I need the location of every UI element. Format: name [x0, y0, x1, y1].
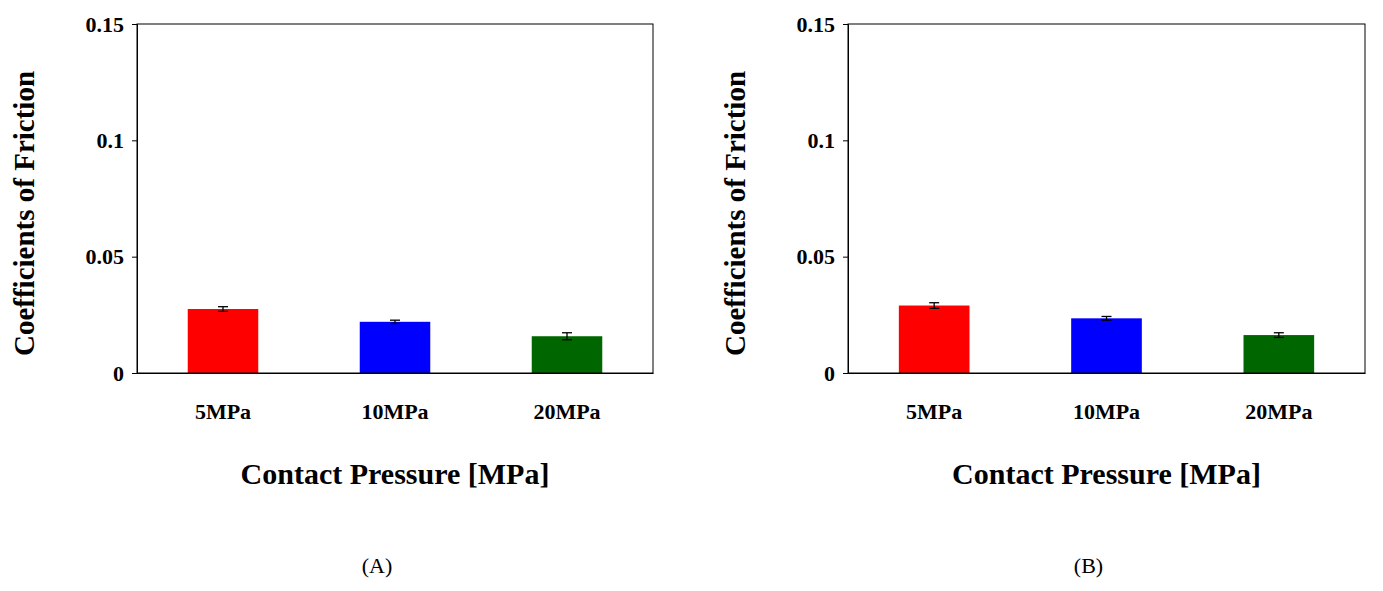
plot-marks: [899, 303, 1314, 373]
bar: [532, 336, 603, 373]
x-axis-line: [849, 373, 1366, 374]
y-tick: 0.05: [797, 244, 849, 269]
x-tick-label: 20MPa: [533, 399, 600, 424]
bar: [1071, 318, 1142, 373]
error-bar-line: [390, 320, 400, 321]
x-axis-line: [138, 373, 654, 374]
y-tick-mark: [843, 24, 848, 25]
bar: [1244, 335, 1315, 373]
x-axis-title: Contact Pressure [MPa]: [241, 457, 550, 490]
x-tick-label: 5MPa: [195, 399, 251, 424]
y-tick: 0.1: [808, 128, 849, 153]
error-bar: [390, 320, 400, 323]
x-tick-label: 10MPa: [361, 399, 428, 424]
y-axis-title: Coefficients of Friction: [8, 71, 40, 356]
y-tick: 0.1: [97, 128, 138, 153]
error-bar: [562, 333, 572, 340]
error-bar-line: [566, 333, 567, 340]
x-tick-label: 20MPa: [1245, 399, 1312, 424]
error-bar-line: [222, 307, 223, 312]
error-bar-line: [1102, 316, 1112, 317]
x-axis-title: Contact Pressure [MPa]: [952, 457, 1261, 490]
plot-frame: [137, 24, 653, 373]
error-bar: [1274, 333, 1284, 338]
y-tick-label: 0.05: [86, 244, 125, 269]
x-axis: 5MPa 10MPa 20MPa: [849, 373, 1366, 424]
y-axis-title: Coefficients of Friction: [719, 71, 751, 356]
x-tick: 10MPa: [1073, 373, 1140, 424]
panel-label: (A): [362, 553, 393, 578]
x-axis: 5MPa 10MPa 20MPa: [138, 373, 654, 424]
x-tick: 20MPa: [533, 373, 600, 424]
y-tick-label: 0: [824, 361, 835, 386]
y-tick: 0: [824, 361, 848, 386]
x-tick-label: 5MPa: [906, 399, 962, 424]
error-bar-line: [218, 306, 228, 307]
error-bar-line: [562, 332, 572, 333]
x-tick: 20MPa: [1245, 373, 1312, 424]
error-bar-line: [934, 303, 935, 309]
bar: [188, 309, 259, 373]
y-tick-label: 0.1: [97, 128, 125, 153]
y-tick-mark: [843, 373, 848, 374]
error-bar-line: [1274, 337, 1284, 338]
y-tick-mark: [843, 140, 848, 141]
y-axis-line: [843, 25, 849, 374]
bar: [899, 306, 970, 373]
y-tick: 0.05: [86, 244, 138, 269]
error-bar-line: [562, 339, 572, 340]
y-axis-line: [132, 25, 138, 374]
y-tick: 0: [113, 361, 137, 386]
bar: [360, 322, 431, 373]
y-tick-mark: [843, 257, 848, 258]
y-tick-mark: [132, 24, 137, 25]
y-tick-mark: [132, 373, 137, 374]
y-tick-label: 0.05: [797, 244, 836, 269]
x-tick: 5MPa: [906, 373, 962, 424]
error-bar-line: [218, 311, 228, 312]
y-tick-label: 0.1: [808, 128, 836, 153]
x-tick: 10MPa: [361, 373, 428, 424]
error-bar-line: [1274, 332, 1284, 333]
error-bar: [1102, 316, 1112, 320]
error-bar-line: [1102, 320, 1112, 321]
y-tick-label: 0.15: [86, 12, 125, 37]
y-tick: 0.15: [86, 12, 138, 37]
chart: 0 0.05 0.1 0.15 5MPa 10MPa 20MPa Contact Pressu…: [8, 12, 654, 578]
y-tick: 0.15: [797, 12, 849, 37]
plot-frame: [848, 24, 1365, 373]
y-axis: 0 0.05 0.1 0.15: [86, 12, 138, 386]
error-bar: [218, 307, 228, 312]
y-tick-mark: [132, 140, 137, 141]
y-tick-label: 0: [113, 361, 124, 386]
error-bar-line: [929, 308, 939, 309]
error-bar-line: [1278, 333, 1279, 338]
plot-marks: [188, 307, 603, 373]
y-tick-mark: [132, 257, 137, 258]
y-tick-label: 0.15: [797, 12, 836, 37]
figure: 0 0.05 0.1 0.15 5MPa 10MPa 20MPa Contact Pressu…: [0, 0, 1383, 591]
error-bar-line: [390, 323, 400, 324]
error-bar-line: [929, 302, 939, 303]
error-bar: [929, 303, 939, 309]
x-tick-label: 10MPa: [1073, 399, 1140, 424]
x-tick: 5MPa: [195, 373, 251, 424]
chart: 0 0.05 0.1 0.15 5MPa 10MPa 20MPa Contact Pressu…: [719, 12, 1366, 578]
panel-label: (B): [1074, 553, 1103, 578]
y-axis: 0 0.05 0.1 0.15: [797, 12, 849, 386]
